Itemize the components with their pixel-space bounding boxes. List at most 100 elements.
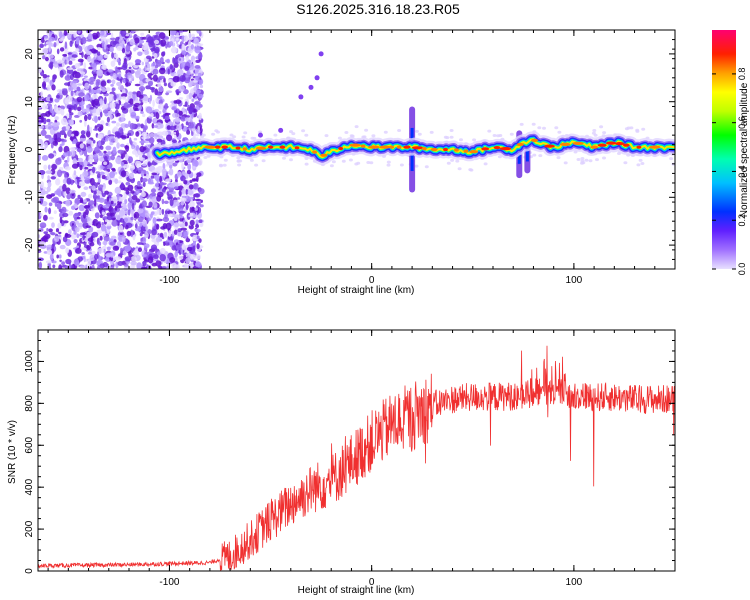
noise-speckle [55,228,60,233]
noise-speckle [55,157,62,165]
noise-speckle [181,50,187,55]
noise-speckle [73,31,77,38]
noise-speckle [97,247,104,254]
noise-speckle [142,154,146,158]
noise-speckle [64,166,71,171]
noise-speckle [133,137,138,141]
noise-speckle [85,208,89,216]
noise-speckle [177,220,183,225]
noise-speckle [109,102,116,109]
noise-speckle [68,60,73,65]
noise-speckle [62,139,67,143]
noise-speckle [66,34,72,39]
noise-speckle [371,134,376,138]
noise-speckle [41,104,49,110]
noise-speckle [449,129,454,132]
noise-speckle [72,158,78,165]
noise-speckle [108,95,113,102]
noise-speckle [150,244,158,251]
noise-speckle [174,222,180,228]
noise-speckle [449,135,454,139]
noise-speckle [121,93,128,98]
noise-speckle [115,157,122,165]
noise-speckle [140,111,144,114]
noise-speckle [161,208,165,215]
noise-speckle [175,34,180,38]
noise-speckle [99,214,103,218]
noise-speckle [184,221,188,227]
noise-speckle [87,55,92,63]
noise-speckle [109,141,114,146]
noise-speckle [159,175,162,183]
noise-speckle [144,212,150,218]
noise-speckle [53,235,60,242]
noise-speckle [157,96,163,99]
noise-speckle [69,147,76,151]
noise-speckle [66,156,70,163]
noise-speckle [141,178,148,183]
ridge-peak [268,145,274,149]
noise-speckle [128,91,134,96]
noise-speckle [84,166,89,170]
noise-speckle [130,112,137,119]
noise-speckle [99,235,103,241]
noise-speckle [229,133,234,137]
noise-speckle [191,165,196,169]
noise-speckle [92,166,96,174]
noise-speckle [142,260,147,267]
noise-speckle [114,136,119,144]
noise-speckle [184,65,190,71]
noise-speckle [102,240,108,246]
noise-speckle [483,162,488,166]
noise-speckle [64,133,67,139]
noise-speckle [223,158,228,162]
noise-speckle [75,37,80,45]
noise-speckle [155,260,162,267]
noise-speckle [185,238,191,243]
noise-speckle [177,69,184,77]
noise-speckle [199,84,204,89]
noise-speckle [141,131,148,137]
noise-speckle [79,119,83,123]
noise-speckle [76,233,80,238]
noise-speckle [120,135,127,139]
noise-speckle [167,79,173,83]
noise-speckle [81,108,86,113]
noise-speckle [47,164,51,170]
noise-speckle [112,146,117,154]
noise-speckle [156,208,162,215]
noise-speckle [192,160,199,168]
noise-speckle [114,186,122,194]
y-tick-label: 800 [24,395,35,412]
noise-speckle [134,83,141,87]
noise-speckle [50,63,53,70]
noise-speckle [77,111,83,117]
noise-speckle [155,182,159,188]
noise-speckle [147,161,151,168]
noise-speckle [48,36,55,42]
noise-speckle [95,190,102,197]
noise-speckle [139,94,144,99]
noise-speckle [291,132,296,136]
colorbar-axes: 0.0 0.2 0.4 0.6 0.8 [712,68,747,275]
noise-speckle [168,196,173,200]
noise-speckle [304,133,309,137]
noise-speckle [142,220,148,227]
noise-speckle [66,68,74,75]
noise-speckle [86,146,93,153]
noise-speckle [455,159,460,163]
noise-speckle [40,113,48,117]
noise-speckle [147,73,152,78]
noise-speckle [86,139,93,144]
noise-speckle [120,113,126,119]
noise-speckle [142,181,146,188]
noise-speckle [146,55,152,60]
noise-speckle [189,219,195,226]
spectrogram-ylabel: Frequency (Hz) [7,116,18,185]
noise-speckle [143,173,147,177]
noise-speckle [308,84,314,90]
noise-speckle [185,121,189,126]
noise-speckle [70,149,76,157]
noise-speckle [47,84,51,91]
noise-speckle [187,189,194,196]
